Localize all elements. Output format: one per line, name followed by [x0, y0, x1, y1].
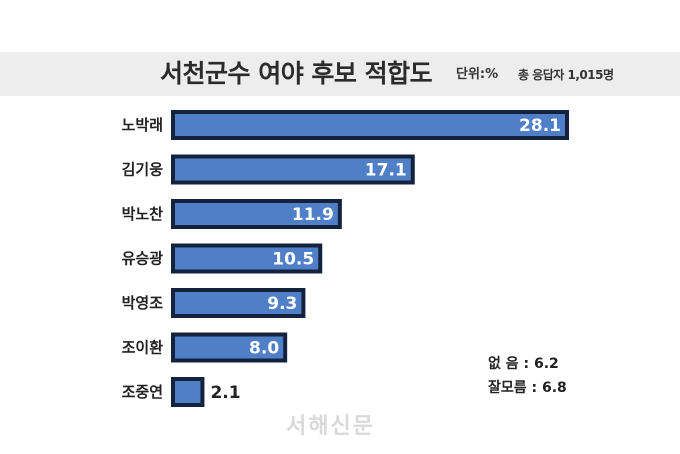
watermark: 서해신문	[286, 413, 375, 439]
value-label: 10.5	[272, 250, 314, 270]
bar	[171, 332, 288, 363]
header-band	[0, 52, 680, 96]
category-label: 노박래	[122, 116, 163, 134]
chart-title: 서천군수 여야 후보 적합도	[160, 59, 433, 88]
bar	[171, 154, 415, 185]
category-label: 김기웅	[122, 161, 164, 179]
category-label: 박노찬	[122, 205, 164, 223]
note-unknown-sep: :	[531, 380, 542, 396]
unit-label: 단위:%	[456, 67, 499, 82]
category-label: 유승광	[122, 250, 164, 268]
value-label: 28.1	[519, 116, 561, 136]
note-none-label: 없 음	[488, 356, 519, 372]
note-unknown-value: 6.8	[542, 380, 567, 396]
bar	[171, 377, 205, 407]
value-label: 9.3	[267, 294, 297, 314]
bar	[171, 288, 306, 318]
note-none-value: 6.2	[534, 356, 559, 372]
category-label: 조중연	[122, 383, 163, 401]
note-none: 없 음 : 6.2	[488, 352, 567, 376]
value-label: 11.9	[292, 205, 334, 225]
value-label: 17.1	[365, 161, 407, 181]
note-unknown-label: 잘모름	[488, 380, 527, 396]
respondents-label: 총 응답자 1,015명	[518, 68, 614, 82]
category-label: 박영조	[122, 294, 164, 312]
bar	[171, 199, 342, 229]
bar	[171, 110, 569, 140]
bar	[171, 243, 323, 274]
value-label: 8.0	[249, 339, 279, 359]
note-unknown: 잘모름 : 6.8	[488, 376, 567, 400]
notes-box: 없 음 : 6.2 잘모름 : 6.8	[488, 352, 567, 400]
note-none-sep: :	[523, 356, 534, 372]
value-label: 2.1	[210, 383, 240, 403]
category-label: 조이환	[122, 339, 164, 357]
